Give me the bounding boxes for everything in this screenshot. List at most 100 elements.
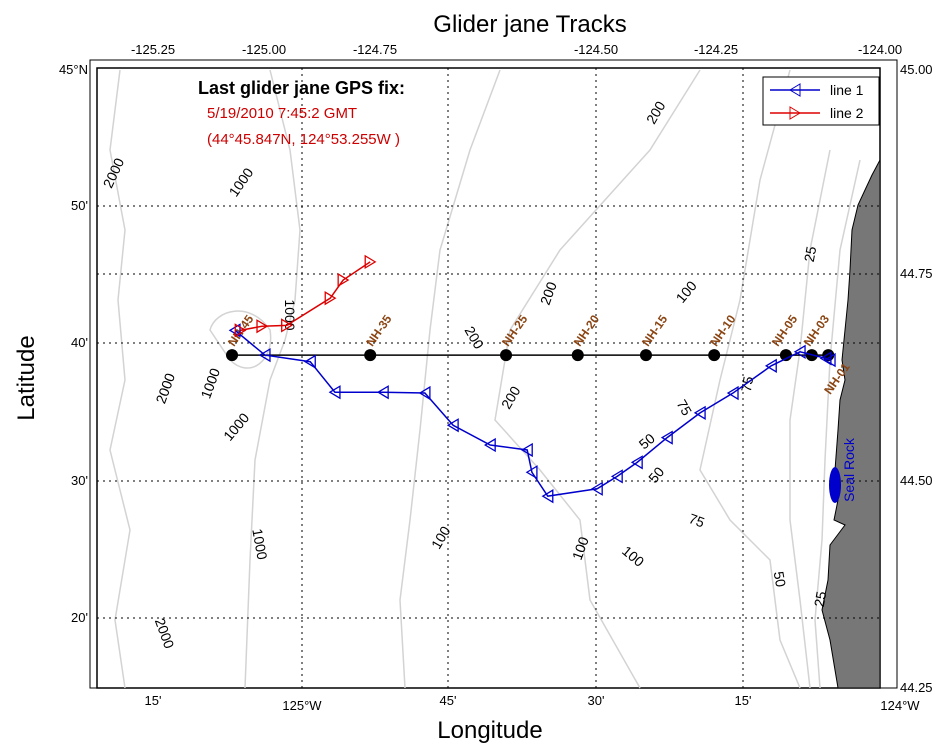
contour-label: 25: [811, 590, 829, 608]
track-point-marker: [337, 272, 350, 288]
bottom-tick: 30': [588, 693, 605, 708]
contour-label: 1000: [197, 366, 223, 401]
station-marker: [226, 349, 239, 362]
track-point-marker: [258, 347, 271, 363]
right-tick: 44.50: [900, 473, 933, 488]
track-point-marker: [234, 323, 247, 338]
gps-fix-heading: Last glider jane GPS fix:: [198, 78, 405, 98]
legend: line 1 line 2: [762, 76, 880, 126]
right-tick: 44.75: [900, 266, 933, 281]
track-point-marker: [793, 344, 806, 359]
track-point-marker: [693, 405, 706, 420]
contour-label: 2000: [100, 155, 128, 190]
contour-label: 75: [687, 510, 707, 530]
track-point-marker: [281, 318, 293, 333]
track-point-marker: [764, 358, 777, 373]
track-point-marker: [520, 442, 533, 458]
right-tick: 44.25: [900, 680, 933, 695]
bottom-tick: 45': [440, 693, 457, 708]
left-tick: 30': [71, 473, 88, 488]
contour-label: 50: [645, 464, 667, 486]
legend-line-2: line 2: [830, 105, 864, 121]
contour-label: 200: [643, 98, 669, 126]
track-point-marker: [324, 291, 337, 306]
contour-label: 100: [673, 278, 700, 306]
land-area: [821, 159, 881, 689]
contour-label: 50: [636, 430, 658, 452]
left-tick: 50': [71, 198, 88, 213]
track-point-marker: [525, 465, 538, 480]
right-tick: 45.00: [900, 62, 933, 77]
seal-rock-label: Seal Rock: [841, 437, 857, 502]
legend-line-1: line 1: [830, 82, 864, 98]
bottom-tick: 125°W: [282, 698, 322, 713]
track-point-marker: [303, 354, 316, 369]
top-tick: -124.25: [694, 42, 738, 57]
contour-label: 200: [462, 323, 488, 351]
left-tick: 40': [71, 335, 88, 350]
bottom-tick: 15': [145, 693, 162, 708]
seal-rock-markers: [829, 467, 841, 503]
gps-fix-time: 5/19/2010 7:45:2 GMT: [207, 105, 357, 122]
track-point-marker: [364, 254, 377, 270]
track-point-marker: [819, 351, 832, 366]
station-marker: [364, 349, 377, 362]
station-label: NH-03: [801, 312, 833, 349]
top-tick: -124.00: [858, 42, 902, 57]
station-marker: [708, 349, 721, 362]
bottom-tick: 124°W: [880, 698, 920, 713]
contour-label: 100: [569, 534, 592, 562]
gps-fix-position: (44°45.847N, 124°53.255W ): [207, 131, 400, 148]
track-1: [234, 329, 831, 497]
left-tick: 45°N: [59, 62, 88, 77]
track-point-marker: [418, 385, 431, 401]
station-label: NH-05: [769, 312, 801, 349]
station-marker: [500, 349, 513, 362]
station-marker: [779, 349, 792, 362]
track-point-marker: [660, 430, 673, 445]
contour-label: 100: [619, 543, 647, 570]
legend-triangle-right-icon: [789, 106, 801, 120]
contour-label: 50: [771, 570, 789, 588]
legend-triangle-left-icon: [789, 83, 801, 97]
contour-label: 2000: [152, 616, 178, 651]
chart-title: Glider jane Tracks: [433, 11, 626, 38]
bottom-tick: 15': [735, 693, 752, 708]
top-tick: -124.50: [574, 42, 618, 57]
contour-label: 200: [537, 279, 560, 307]
track-point-marker: [376, 385, 389, 400]
track-point-marker: [483, 437, 496, 453]
track-point-marker: [446, 418, 459, 433]
track-point-marker: [256, 319, 269, 334]
track-point-marker: [630, 455, 643, 470]
station-label: NH-25: [499, 312, 531, 349]
grid-lines: [97, 68, 880, 688]
x-axis-label: Longitude: [437, 717, 542, 744]
contour-label: 1000: [282, 299, 298, 330]
track-point-marker: [541, 489, 554, 504]
top-tick: -124.75: [353, 42, 397, 57]
track-point-marker: [823, 352, 836, 368]
top-tick: -125.00: [242, 42, 286, 57]
contour-label: 200: [498, 383, 524, 411]
station-marker: [639, 349, 652, 362]
track-point-marker: [590, 481, 603, 496]
track-point-marker: [726, 385, 739, 401]
contour-label: 1000: [249, 527, 270, 561]
station-label: NH-15: [639, 312, 671, 349]
station-label: NH-20: [571, 312, 603, 349]
station-marker: [571, 349, 584, 362]
track-point-marker: [328, 385, 341, 400]
track-point-marker: [610, 469, 623, 484]
y-axis-label: Latitude: [13, 335, 40, 420]
contour-label: 1000: [225, 165, 256, 200]
left-tick: 20': [71, 610, 88, 625]
contour-label: 100: [428, 523, 454, 551]
top-tick: -125.25: [131, 42, 175, 57]
contour-label: 1000: [220, 410, 252, 444]
station-label: NH-35: [363, 312, 395, 349]
contour-label: 2000: [152, 371, 178, 406]
track-2: [240, 261, 371, 332]
